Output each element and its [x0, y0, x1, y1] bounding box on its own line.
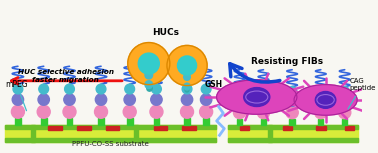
Circle shape [339, 96, 350, 106]
Circle shape [128, 43, 170, 85]
Circle shape [65, 84, 74, 94]
Text: HUC selective adhesion
faster migration: HUC selective adhesion faster migration [18, 69, 114, 83]
Circle shape [150, 105, 163, 118]
Circle shape [234, 96, 245, 106]
Circle shape [152, 84, 161, 94]
Bar [342, 119, 347, 125]
Circle shape [96, 84, 106, 94]
Bar [67, 118, 72, 125]
Circle shape [124, 94, 135, 105]
Bar [203, 118, 209, 125]
Bar [184, 118, 190, 125]
Bar [182, 126, 196, 131]
Bar [48, 126, 62, 131]
Text: HUCs: HUCs [152, 28, 180, 37]
Bar [228, 125, 358, 142]
Circle shape [201, 84, 211, 94]
Circle shape [182, 84, 192, 94]
Circle shape [37, 105, 50, 118]
Circle shape [125, 84, 135, 94]
Circle shape [181, 94, 193, 105]
Circle shape [288, 87, 297, 96]
Bar [127, 118, 133, 125]
Circle shape [200, 94, 212, 105]
Circle shape [316, 96, 326, 106]
Circle shape [177, 56, 197, 75]
Circle shape [39, 84, 48, 94]
Bar [237, 119, 242, 125]
Circle shape [94, 105, 107, 118]
Ellipse shape [217, 80, 297, 114]
Circle shape [145, 81, 153, 88]
Bar [318, 119, 324, 125]
Circle shape [38, 94, 50, 105]
Bar [77, 126, 90, 131]
Bar [41, 118, 46, 125]
Circle shape [63, 105, 76, 118]
Bar [283, 126, 292, 131]
Circle shape [11, 105, 25, 118]
Circle shape [259, 87, 268, 96]
Circle shape [181, 105, 194, 118]
Circle shape [258, 96, 269, 106]
Text: Resisting FIBs: Resisting FIBs [251, 56, 324, 65]
Bar [5, 125, 216, 142]
Circle shape [184, 74, 191, 80]
Circle shape [340, 87, 349, 96]
Bar [228, 138, 358, 142]
Bar [106, 126, 119, 131]
Circle shape [138, 53, 159, 74]
Circle shape [167, 45, 207, 86]
Bar [5, 138, 216, 142]
Circle shape [184, 83, 191, 90]
Text: CAG
peptide: CAG peptide [348, 78, 376, 109]
Bar [153, 126, 167, 131]
Circle shape [145, 71, 153, 79]
Circle shape [235, 87, 244, 96]
Circle shape [95, 94, 107, 105]
Bar [5, 125, 216, 129]
Bar [316, 126, 325, 131]
Bar [135, 125, 138, 142]
Circle shape [123, 105, 136, 118]
Bar [290, 119, 295, 125]
Circle shape [314, 106, 327, 119]
Ellipse shape [244, 88, 270, 106]
Text: GSH: GSH [204, 80, 222, 89]
Bar [153, 118, 159, 125]
Bar [268, 125, 272, 142]
Bar [98, 118, 104, 125]
Bar [228, 125, 358, 129]
Circle shape [316, 87, 325, 96]
Bar [261, 119, 266, 125]
Circle shape [200, 105, 213, 118]
Bar [240, 126, 249, 131]
Circle shape [12, 94, 23, 105]
Text: mPEG: mPEG [5, 80, 28, 111]
Circle shape [64, 94, 75, 105]
Circle shape [151, 94, 162, 105]
Text: PPFU-CO-SS substrate: PPFU-CO-SS substrate [72, 141, 149, 147]
Bar [15, 118, 21, 125]
Bar [345, 126, 354, 131]
Bar [31, 125, 35, 142]
Circle shape [257, 106, 270, 119]
Ellipse shape [294, 85, 357, 115]
Circle shape [234, 106, 246, 119]
Circle shape [287, 96, 297, 106]
Circle shape [339, 106, 351, 119]
Circle shape [13, 84, 23, 94]
FancyArrowPatch shape [230, 64, 280, 82]
Ellipse shape [315, 91, 336, 108]
Circle shape [286, 106, 298, 119]
